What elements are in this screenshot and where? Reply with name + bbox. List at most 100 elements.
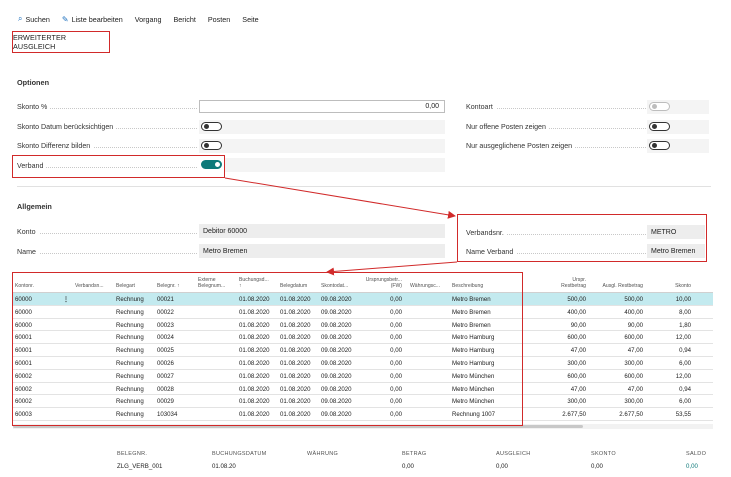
table-row[interactable]: 60000 ⋮ Rechnung 00021 01.08.2020 01.08.… [13,293,713,306]
menu-posten[interactable]: Posten [208,15,230,24]
cell-kontonr: 60001 [15,334,32,342]
edit-list-button[interactable]: ✎ Liste bearbeiten [62,15,123,24]
cell-belegart: Rechnung [116,398,144,406]
cell-urspr-restbetrag: 90,00 [570,321,586,329]
name-label-text: Name [17,248,39,256]
leader-dots [466,108,646,109]
cell-ausgl-restbetrag: 400,00 [624,308,643,316]
cell-skontodatum: 09.08.2020 [321,411,352,419]
cell-belegdatum: 01.08.2020 [280,359,311,367]
skonto-datum-toggle[interactable] [201,122,222,131]
table-row[interactable]: 60002 Rechnung 00027 01.08.2020 01.08.20… [13,370,713,383]
cell-belegnr: 00026 [157,359,174,367]
cell-belegnr: 00021 [157,296,174,303]
konto-value: Debitor 60000 [199,224,445,238]
scrollbar-thumb[interactable] [13,425,583,428]
col-ursprungsbetrag-line1: Ursprungsbetr... [365,277,402,283]
cell-belegdatum: 01.08.2020 [280,411,311,419]
skonto-diff-label: Skonto Differenz bilden [17,141,197,150]
cell-ursprungsbetrag: 0,00 [390,321,402,329]
cell-belegdatum: 01.08.2020 [280,372,311,380]
menu-vorgang[interactable]: Vorgang [135,15,162,24]
cell-belegdatum: 01.08.2020 [280,321,311,329]
nur-offene-label: Nur offene Posten zeigen [466,122,646,131]
skonto-pct-input[interactable]: 0,00 [199,100,445,113]
edit-list-icon: ✎ [61,14,69,24]
col-belegnr[interactable]: Belegnr. ↑ [157,283,180,289]
skonto-pct-label: Skonto % [17,102,197,111]
footer-belegnr-label: BELEGNR. [117,451,148,457]
divider [17,186,711,187]
cell-beschreibung: Metro Hamburg [452,347,495,355]
cell-beschreibung: Metro Hamburg [452,334,495,342]
cell-belegart: Rechnung [116,359,144,367]
cell-buchungsdatum: 01.08.2020 [239,334,270,342]
leader-dots [466,234,646,235]
cell-skontodatum: 09.08.2020 [321,359,352,367]
col-ursprungsbetrag[interactable]: Ursprungsbetr... (FW) [359,277,402,289]
search-button[interactable]: ⌕ Suchen [18,14,50,24]
cell-ursprungsbetrag: 0,00 [390,347,402,355]
col-belegart[interactable]: Belegart [116,283,135,289]
cell-belegnr: 00029 [157,398,174,406]
cell-urspr-restbetrag: 300,00 [567,398,586,406]
cell-buchungsdatum: 01.08.2020 [239,385,270,393]
col-urspr-restbetrag[interactable]: Urspr. Restbetrag [543,277,586,289]
cell-beschreibung: Metro Hamburg [452,359,495,367]
col-externe-belegnr[interactable]: Externe Belegnum... [198,277,225,289]
cell-skonto: 12,00 [675,372,691,380]
table-row[interactable]: 60002 Rechnung 00028 01.08.2020 01.08.20… [13,383,713,396]
cell-ausgl-restbetrag: 2.677,50 [619,411,643,419]
menu-bericht[interactable]: Bericht [174,15,196,24]
table-row[interactable]: 60001 Rechnung 00025 01.08.2020 01.08.20… [13,344,713,357]
col-beschreibung[interactable]: Beschreibung [452,283,484,289]
name-label: Name [17,247,197,256]
cell-skontodatum: 09.08.2020 [321,334,352,342]
cell-ausgl-restbetrag: 300,00 [624,398,643,406]
table-row[interactable]: 60000 Rechnung 00023 01.08.2020 01.08.20… [13,319,713,332]
col-belegdatum[interactable]: Belegdatum [280,283,308,289]
cell-belegnr: 00023 [157,321,174,329]
table-row[interactable]: 60001 Rechnung 00024 01.08.2020 01.08.20… [13,331,713,345]
edit-list-label: Liste bearbeiten [71,14,123,24]
col-buchungsdatum[interactable]: Buchungsd... ↑ [239,277,269,289]
table-row[interactable]: 60000 Rechnung 00022 01.08.2020 01.08.20… [13,306,713,319]
table-row[interactable]: 60001 Rechnung 00026 01.08.2020 01.08.20… [13,357,713,370]
cell-ursprungsbetrag: 0,00 [390,359,402,367]
footer-betrag-value: 0,00 [402,463,414,470]
col-waehrungscode[interactable]: Währungsc... [410,283,441,289]
toggle-knob [651,104,657,110]
toggle-knob [214,162,220,168]
col-kontonr[interactable]: Kontonr. [15,283,34,289]
table-row[interactable]: 60002 Rechnung 00029 01.08.2020 01.08.20… [13,395,713,409]
skonto-diff-toggle[interactable] [201,141,222,150]
skonto-datum-label-text: Skonto Datum berücksichtigen [17,123,117,131]
entries-table: Kontonr. Verbandsn... Belegart Belegnr. … [13,272,713,421]
table-row[interactable]: 60003 Rechnung 103034 01.08.2020 01.08.2… [13,408,713,421]
cell-beschreibung: Metro Bremen [452,321,491,329]
nur-ausgeglichene-toggle[interactable] [649,141,670,150]
verband-toggle[interactable] [201,160,222,169]
cell-skonto: 6,00 [679,398,691,406]
row-menu-icon[interactable]: ⋮ [63,296,70,303]
col-verbandsnr[interactable]: Verbandsn... [75,283,104,289]
cell-urspr-restbetrag: 600,00 [567,334,586,342]
cell-ursprungsbetrag: 0,00 [390,296,402,303]
col-skonto[interactable]: Skonto [675,283,691,289]
horizontal-scrollbar[interactable] [13,424,713,429]
cell-belegdatum: 01.08.2020 [280,385,311,393]
col-skontodatum[interactable]: Skontodat... [321,283,349,289]
cell-kontonr: 60000 [15,321,32,329]
nur-offene-toggle[interactable] [649,122,670,131]
cell-belegnr: 00028 [157,385,174,393]
cell-belegdatum: 01.08.2020 [280,334,311,342]
cell-belegart: Rechnung [116,321,144,329]
menu-seite[interactable]: Seite [242,15,258,24]
cell-belegdatum: 01.08.2020 [280,296,311,303]
col-ausgl-restbetrag[interactable]: Ausgl. Restbetrag [602,283,644,289]
nur-ausgeglichene-label: Nur ausgeglichene Posten zeigen [466,141,646,150]
cell-ursprungsbetrag: 0,00 [390,372,402,380]
cell-kontonr: 60000 [15,308,32,316]
nur-ausgeglichene-label-text: Nur ausgeglichene Posten zeigen [466,142,576,150]
verband-label-text: Verband [17,162,47,170]
